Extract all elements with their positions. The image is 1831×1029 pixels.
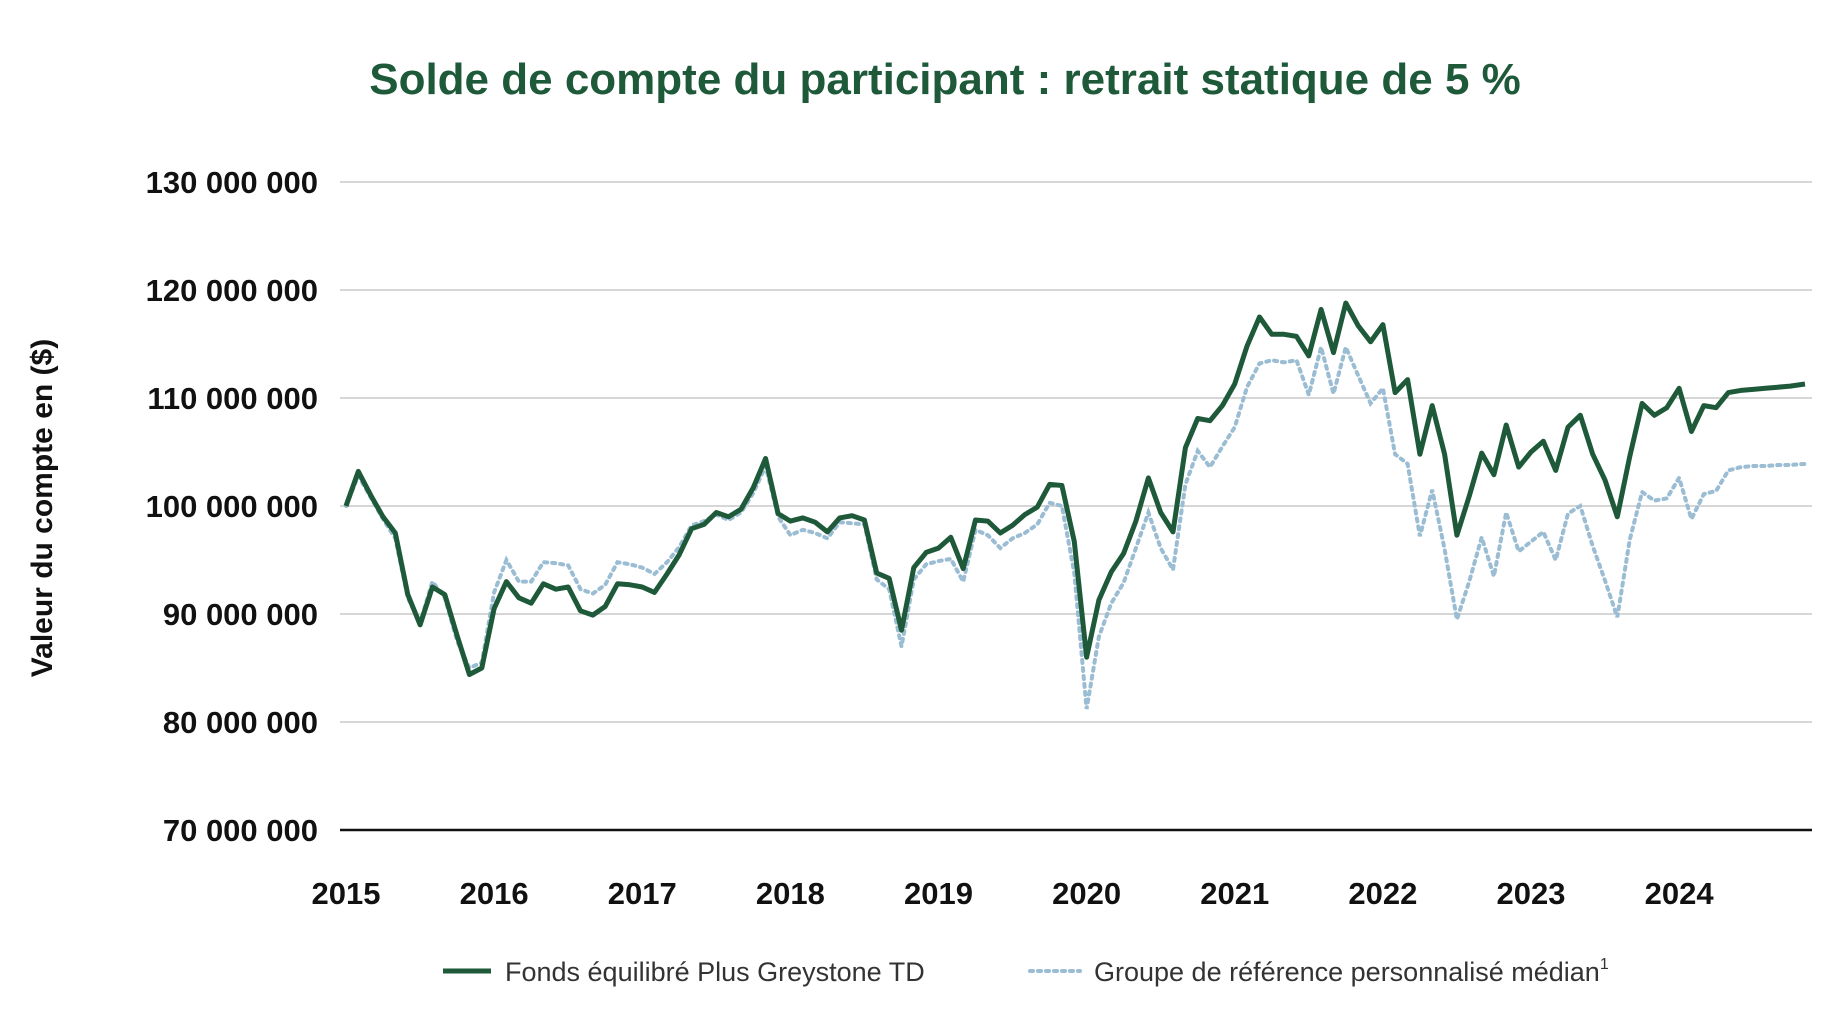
x-tick-label: 2024 — [1645, 876, 1715, 911]
series-line-fonds-equilibre — [343, 300, 1806, 677]
y-axis-label: Valeur du compte en ($) — [26, 339, 59, 677]
chart-title: Solde de compte du participant : retrait… — [369, 55, 1521, 104]
legend-label-groupe-text: Groupe de référence personnalisé médian — [1094, 957, 1600, 987]
legend: Fonds équilibré Plus Greystone TD Groupe… — [443, 956, 1609, 987]
y-tick-label: 80 000 000 — [163, 705, 318, 740]
x-tick-label: 2016 — [460, 876, 529, 911]
y-tick-label: 130 000 000 — [146, 165, 318, 200]
y-tick-label: 90 000 000 — [163, 597, 318, 632]
y-tick-label: 100 000 000 — [146, 489, 318, 524]
y-axis-ticks: 70 000 000 80 000 000 90 000 000 100 000 00… — [146, 165, 318, 848]
series-lines — [343, 300, 1807, 710]
series-line-groupe-reference — [344, 339, 1807, 710]
y-tick-label: 110 000 000 — [147, 381, 318, 416]
x-tick-label: 2017 — [608, 876, 677, 911]
x-axis-ticks: 2015 2016 2017 2018 2019 2020 2021 2022 2023 2024 — [312, 876, 1715, 911]
x-tick-label: 2021 — [1200, 876, 1269, 911]
y-tick-label: 70 000 000 — [163, 813, 318, 848]
x-tick-label: 2018 — [756, 876, 825, 911]
x-tick-label: 2023 — [1496, 876, 1565, 911]
x-tick-label: 2022 — [1348, 876, 1417, 911]
y-tick-label: 120 000 000 — [146, 273, 318, 308]
x-tick-label: 2020 — [1052, 876, 1121, 911]
x-tick-label: 2015 — [312, 876, 381, 911]
gridlines — [340, 181, 1812, 832]
legend-label-fonds: Fonds équilibré Plus Greystone TD — [505, 957, 925, 987]
legend-label-groupe: Groupe de référence personnalisé médian1 — [1094, 956, 1609, 987]
x-tick-label: 2019 — [904, 876, 973, 911]
legend-label-groupe-superscript: 1 — [1600, 956, 1609, 973]
